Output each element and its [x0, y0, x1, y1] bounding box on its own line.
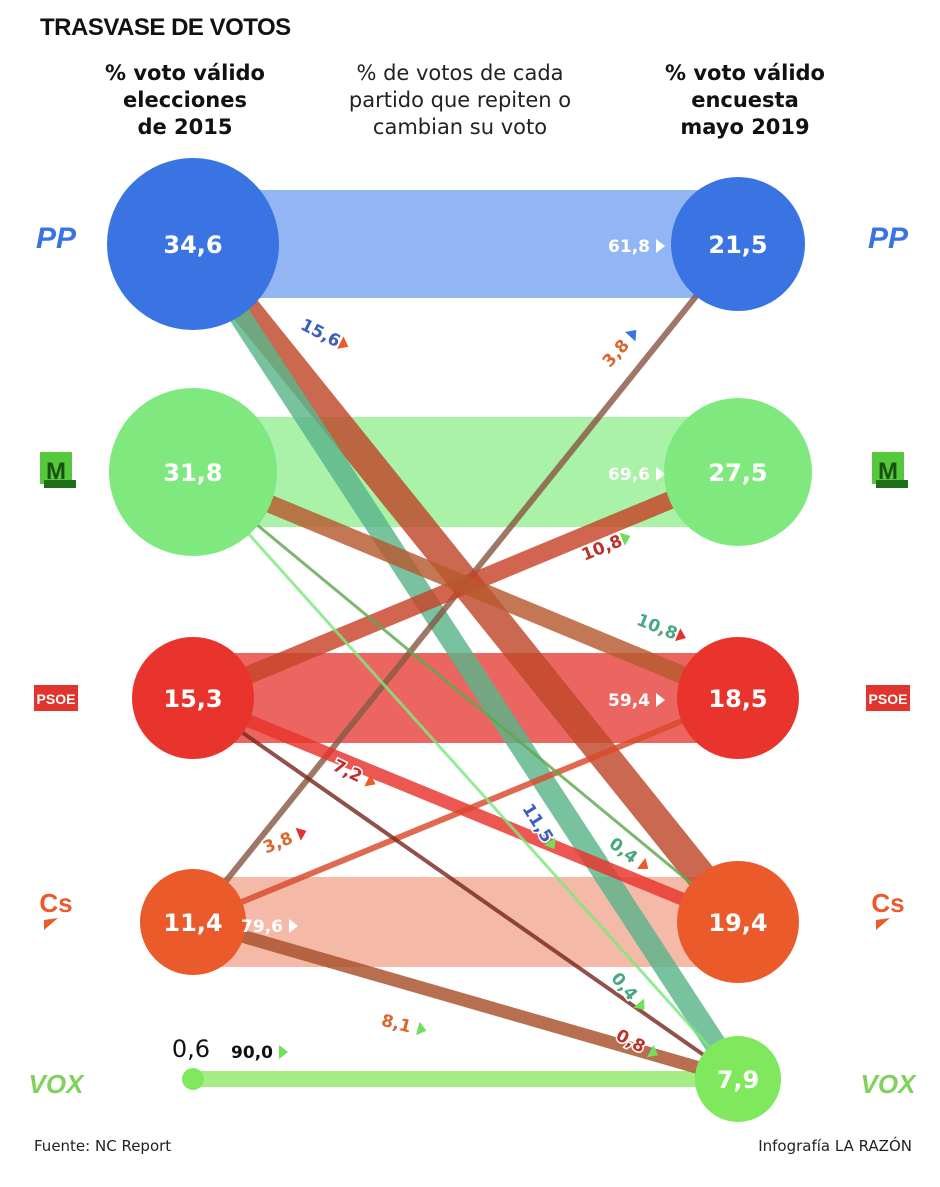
flow-label-group: 8,1: [378, 1009, 427, 1039]
flow-label-group: 10,8: [632, 609, 686, 646]
flow-arrow: [364, 773, 376, 787]
value-2019: 27,5: [708, 459, 767, 487]
source-note: Fuente: NC Report: [34, 1137, 172, 1155]
header-left: % voto válido elecciones de 2015: [90, 60, 280, 141]
flow-arrow: [337, 336, 349, 349]
party-logo-left: PSOE: [37, 691, 76, 707]
flow-line: [191, 470, 740, 1081]
party-logo-right-box: [872, 452, 904, 484]
retention-label: 90,0: [231, 1043, 273, 1063]
party-logo-left: Cs: [39, 888, 72, 918]
flow-arrow: [543, 837, 556, 850]
value-2019: 21,5: [708, 231, 767, 259]
flow-line: [191, 696, 740, 1081]
value-2015: 34,6: [163, 231, 222, 259]
flow-arrow: [633, 998, 645, 1010]
flow-arrow: [416, 1021, 427, 1036]
flow-label: 10,8: [634, 610, 680, 644]
party-logo-right: M: [878, 458, 898, 485]
flow-line: [192, 470, 739, 924]
credit-note: Infografía LA RAZÓN: [758, 1137, 912, 1155]
party-logo-right: Cs: [871, 888, 904, 918]
flow-label: 15,6: [297, 315, 343, 352]
circle-2015: [182, 1068, 204, 1090]
header-right-line: % voto válido: [665, 61, 825, 85]
party-logo-right-box: [866, 685, 910, 711]
header-left-line: % voto válido: [105, 61, 265, 85]
header-middle-line: % de votos de cada: [356, 61, 564, 85]
flow-label-group: 15,6: [296, 314, 349, 353]
retention-label: 79,6: [241, 917, 283, 937]
header-middle-line: partido que repiten o: [348, 88, 572, 112]
flow-arrow: [675, 628, 686, 642]
flow-label: 8,1: [379, 1011, 413, 1038]
retention-arrow: [656, 239, 665, 253]
header-middle-line: cambian su voto: [372, 115, 548, 139]
flow-label: 3,8: [599, 336, 634, 372]
chart-title: TRASVASE DE VOTOS: [40, 14, 291, 41]
retention-arrow: [279, 1045, 288, 1059]
party-logo-right: PP: [868, 222, 909, 255]
circle-2019: [695, 1036, 781, 1122]
circle-2015: [132, 637, 254, 759]
header-right-line: encuesta: [691, 88, 799, 112]
party-logo-right-shadow: [876, 480, 908, 488]
value-2015: 15,3: [163, 685, 222, 713]
retention-arrow: [656, 693, 665, 707]
value-2015: 0,6: [172, 1035, 210, 1063]
header-left-line: elecciones: [123, 88, 247, 112]
header-right-line: mayo 2019: [680, 115, 810, 139]
flow-line: [191, 915, 740, 1086]
party-logo-left: VOX: [29, 1069, 86, 1099]
retention-band: [193, 190, 738, 298]
header-middle: % de votos de cada partido que repiten o…: [330, 60, 590, 141]
retention-arrow: [289, 919, 298, 933]
party-logo-right: VOX: [861, 1069, 918, 1099]
party-logo-left-shadow: [44, 480, 76, 488]
retention-label: 59,4: [608, 691, 650, 711]
value-2019: 7,9: [717, 1066, 760, 1094]
flow-arrow: [646, 1044, 659, 1058]
party-logo-left-box: [40, 452, 72, 484]
flow-arrow: [619, 532, 631, 546]
party-logo-left: M: [46, 458, 66, 485]
retention-label: 69,6: [608, 465, 650, 485]
flow-line: [191, 695, 740, 925]
retention-band: [193, 1071, 738, 1087]
retention-arrow: [656, 467, 665, 481]
value-2019: 18,5: [708, 685, 767, 713]
circle-2015: [140, 869, 246, 975]
flow-arrow: [295, 827, 307, 841]
retention-label: 61,8: [608, 237, 650, 257]
party-logo-left-mark: [44, 918, 58, 930]
header-right: % voto válido encuesta mayo 2019: [650, 60, 840, 141]
party-logo-left: PP: [36, 222, 77, 255]
party-logo-left-box: [34, 685, 78, 711]
circle-2019: [664, 398, 812, 546]
flow-arrow: [636, 857, 649, 870]
flow-arrow: [625, 329, 637, 342]
flow-line: [183, 237, 748, 1086]
value-2015: 31,8: [163, 459, 222, 487]
value-2019: 19,4: [708, 909, 767, 937]
circle-2019: [677, 637, 799, 759]
circle-2015: [107, 158, 279, 330]
party-logo-right: PSOE: [869, 691, 908, 707]
flow-label: 0,4: [606, 969, 641, 1005]
header-left-line: de 2015: [137, 115, 233, 139]
party-logo-right-mark: [876, 918, 890, 930]
value-2015: 11,4: [163, 909, 222, 937]
flow-line: [189, 463, 742, 707]
circle-2019: [671, 177, 805, 311]
circle-2019: [677, 861, 799, 983]
circle-2015: [109, 388, 277, 556]
